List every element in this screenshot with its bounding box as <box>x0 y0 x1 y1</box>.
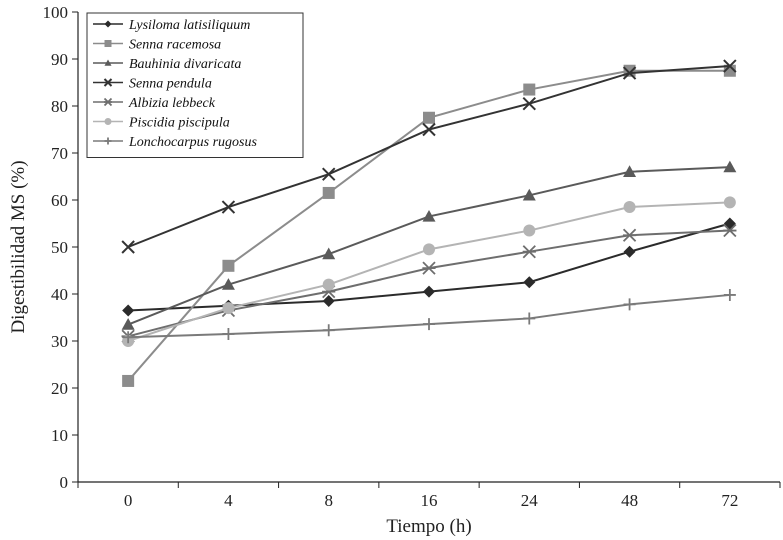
legend-label: Albizia lebbeck <box>128 96 216 111</box>
data-point <box>522 188 536 201</box>
data-point <box>222 259 235 272</box>
legend-label: Lysiloma latisiliquum <box>128 18 250 33</box>
data-point <box>322 186 335 199</box>
series-2 <box>121 160 737 330</box>
data-point <box>322 324 335 337</box>
data-point <box>623 165 637 177</box>
legend-label: Piscidia piscipula <box>128 116 230 131</box>
data-point <box>422 209 436 222</box>
data-point <box>121 240 135 254</box>
data-point <box>221 200 236 214</box>
legend-item: Albizia lebbeck <box>93 96 216 111</box>
data-point <box>222 327 235 340</box>
y-tick-label: 30 <box>51 332 68 351</box>
legend-label: Bauhinia divaricata <box>129 57 241 72</box>
data-point <box>523 312 536 325</box>
data-point <box>122 304 135 317</box>
legend: Lysiloma latisiliquum Senna racemosa Bauhi… <box>86 12 304 158</box>
data-point <box>523 224 536 237</box>
data-point <box>423 243 435 256</box>
x-tick-label: 72 <box>721 491 738 510</box>
series-layer <box>121 59 737 387</box>
data-point <box>322 167 336 181</box>
data-point <box>723 223 737 238</box>
legend-marker <box>104 137 112 145</box>
y-axis-title: Digestibilidad MS (%) <box>8 160 29 333</box>
legend-label: Senna pendula <box>129 77 212 92</box>
data-point <box>322 278 335 291</box>
legend-item: Senna pendula <box>93 77 212 92</box>
data-point <box>623 298 636 311</box>
data-point <box>121 318 135 330</box>
x-tick-label: 8 <box>324 491 333 510</box>
data-point <box>723 59 737 73</box>
y-tick-label: 20 <box>51 379 68 398</box>
x-tick-label: 16 <box>421 491 438 510</box>
x-tick-label: 0 <box>124 491 133 510</box>
legend-item: Bauhinia divaricata <box>93 57 241 72</box>
series-line <box>128 293 730 339</box>
data-point <box>423 285 435 298</box>
data-point <box>723 196 736 209</box>
data-point <box>122 374 135 387</box>
y-tick-label: 70 <box>51 144 68 163</box>
y-tick-label: 90 <box>51 50 68 69</box>
series-3 <box>121 59 737 254</box>
data-point <box>522 96 536 111</box>
y-tick-label: 0 <box>60 473 69 492</box>
data-point <box>723 160 737 173</box>
data-point <box>622 66 637 80</box>
legend-marker <box>104 59 112 66</box>
y-tick-label: 80 <box>51 97 68 116</box>
data-point <box>623 201 636 214</box>
data-point <box>523 83 536 96</box>
data-point <box>423 318 435 331</box>
data-point <box>222 302 235 315</box>
data-point <box>522 245 536 259</box>
data-point <box>523 276 536 289</box>
data-point <box>322 295 335 308</box>
y-tick-label: 100 <box>43 3 69 22</box>
legend-marker <box>104 20 112 28</box>
y-tick-label: 10 <box>51 426 68 445</box>
legend-box <box>86 12 304 158</box>
legend-item: Piscidia piscipula <box>93 116 230 131</box>
data-point <box>221 278 235 290</box>
legend-item: Senna racemosa <box>93 38 221 53</box>
series-6 <box>122 288 736 344</box>
y-tick-label: 50 <box>51 238 68 257</box>
legend-marker <box>103 78 113 87</box>
x-tick-label: 24 <box>521 491 539 510</box>
y-tick-label: 40 <box>51 285 68 304</box>
legend-marker <box>104 40 112 47</box>
legend-label: Senna racemosa <box>129 38 221 53</box>
legend-marker <box>104 118 112 125</box>
data-point <box>422 122 436 137</box>
data-point <box>122 331 135 344</box>
legend-item: Lonchocarpus rugosus <box>93 135 258 150</box>
y-tick-label: 60 <box>51 191 68 210</box>
data-point <box>322 247 336 260</box>
data-point <box>622 228 637 242</box>
data-point <box>623 245 636 258</box>
data-point <box>423 111 435 124</box>
legend-item: Lysiloma latisiliquum <box>93 18 250 33</box>
data-point <box>723 217 736 230</box>
data-point <box>422 261 436 275</box>
legend-label: Lonchocarpus rugosus <box>128 135 258 150</box>
data-point <box>723 288 736 301</box>
legend-marker <box>103 97 113 107</box>
x-tick-label: 4 <box>224 491 233 510</box>
x-tick-label: 48 <box>621 491 638 510</box>
x-axis-title: Tiempo (h) <box>386 516 471 537</box>
